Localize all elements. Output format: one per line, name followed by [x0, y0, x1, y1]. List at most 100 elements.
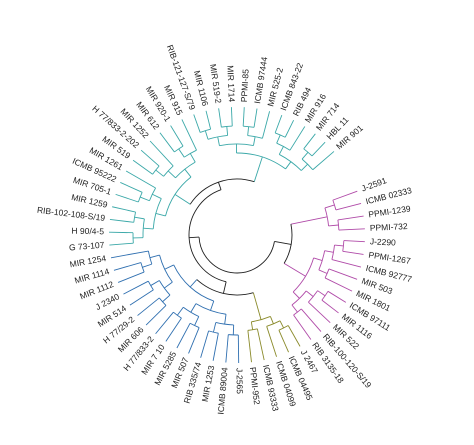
cluster-stem [142, 263, 152, 268]
cluster-stem [247, 126, 250, 136]
leaf-branch [120, 182, 143, 193]
leaf-branch [230, 107, 233, 127]
leaf-label: PPMI-1239 [368, 203, 412, 219]
cluster-stem [276, 134, 281, 144]
cluster-stem [252, 292, 262, 320]
cluster-stem [305, 290, 314, 297]
leaf-branch [274, 114, 283, 134]
cluster-arc [173, 311, 182, 319]
leaf-label: G 73-107 [69, 240, 105, 253]
leaf-branch [335, 203, 362, 211]
cluster-stem [149, 254, 160, 259]
cluster-stem [150, 280, 160, 286]
leaf-branch [328, 268, 358, 280]
leaf-branch [303, 133, 316, 150]
leaf-branch [308, 301, 331, 324]
leaf-branch [188, 327, 200, 354]
cluster-stem [250, 321, 254, 330]
cluster-stem [194, 316, 200, 326]
leaf-branch [112, 206, 136, 213]
cluster-stem [178, 148, 185, 158]
cluster-stem [328, 224, 339, 227]
leaf-label: PPMI-1267 [368, 250, 412, 266]
cluster-arc [198, 237, 275, 274]
leaf-label: PPMI-85 [239, 69, 251, 103]
leaf-branch [311, 141, 326, 157]
cluster-arc [332, 199, 337, 211]
cluster-stem [174, 194, 191, 205]
cluster-arc [318, 250, 326, 271]
cluster-stem [285, 161, 292, 170]
cluster-stem [222, 281, 227, 294]
cluster-arc [221, 125, 233, 128]
cluster-stem [226, 126, 229, 136]
leaf-label: H 90/4-5 [71, 226, 104, 237]
leaf-branch [324, 277, 353, 292]
leaf-branch [284, 120, 295, 138]
leaf-branch [312, 151, 335, 171]
leaf-branch [109, 218, 134, 223]
leaf-branch [331, 259, 362, 268]
cluster-stem [290, 216, 328, 225]
cluster-stem [318, 269, 328, 274]
leaf-branch [327, 290, 347, 303]
cluster-stem [278, 146, 284, 155]
cluster-arc [324, 207, 330, 227]
leaf-branch [247, 330, 252, 363]
leaf-branch [117, 271, 145, 283]
leaf-branch [253, 108, 258, 128]
cluster-arc [142, 218, 145, 238]
leaf-branch [115, 193, 139, 203]
leaf-branch [300, 308, 322, 332]
cluster-stem [283, 262, 306, 277]
cluster-arc [196, 279, 254, 296]
cluster-stem [164, 264, 174, 270]
cluster-stem [164, 281, 173, 289]
leaf-branch [170, 125, 184, 147]
dendrogram-branches [109, 107, 365, 363]
cluster-arc [278, 325, 289, 331]
cluster-stem [134, 216, 145, 220]
cluster-arc [208, 330, 219, 334]
leaf-branch [321, 299, 339, 314]
cluster-stem [139, 196, 150, 202]
leaf-branch [140, 149, 160, 167]
cluster-arc [275, 132, 286, 138]
cluster-stem [167, 170, 176, 179]
cluster-arc [163, 165, 174, 177]
leaf-label: RIB-102-108-S/19 [36, 205, 105, 223]
leaf-branch [200, 330, 210, 358]
cluster-arc [215, 322, 234, 326]
cluster-stem [269, 316, 274, 324]
cluster-stem [189, 279, 198, 288]
leaf-label: MIR 519-2 [208, 63, 224, 104]
cluster-arc [189, 178, 255, 205]
leaf-branch [181, 119, 197, 151]
leaf-branch [205, 110, 212, 130]
leaf-branch [159, 132, 175, 153]
cluster-stem [274, 241, 292, 245]
leaf-branch [149, 140, 174, 167]
leaf-branch [155, 311, 174, 335]
leaf-branch [262, 111, 271, 139]
leaf-branch [289, 126, 306, 151]
cluster-stem [324, 204, 335, 209]
leaf-branch [132, 159, 153, 175]
leaf-branch [137, 297, 160, 316]
cluster-arc [188, 189, 227, 283]
cluster-stem [152, 193, 162, 199]
cluster-arc [158, 280, 171, 296]
leaf-branch [218, 108, 222, 128]
leaf-branch [266, 326, 277, 357]
cluster-arc [301, 158, 314, 171]
leaf-label: MIR 1714 [225, 65, 237, 103]
leaf-branch [109, 231, 134, 234]
leaf-branch [343, 240, 365, 243]
leaf-branch [212, 333, 219, 361]
cluster-stem [334, 244, 344, 247]
leaf-branch [109, 242, 134, 246]
cluster-stem [317, 290, 326, 297]
leaf-branch [332, 190, 358, 201]
